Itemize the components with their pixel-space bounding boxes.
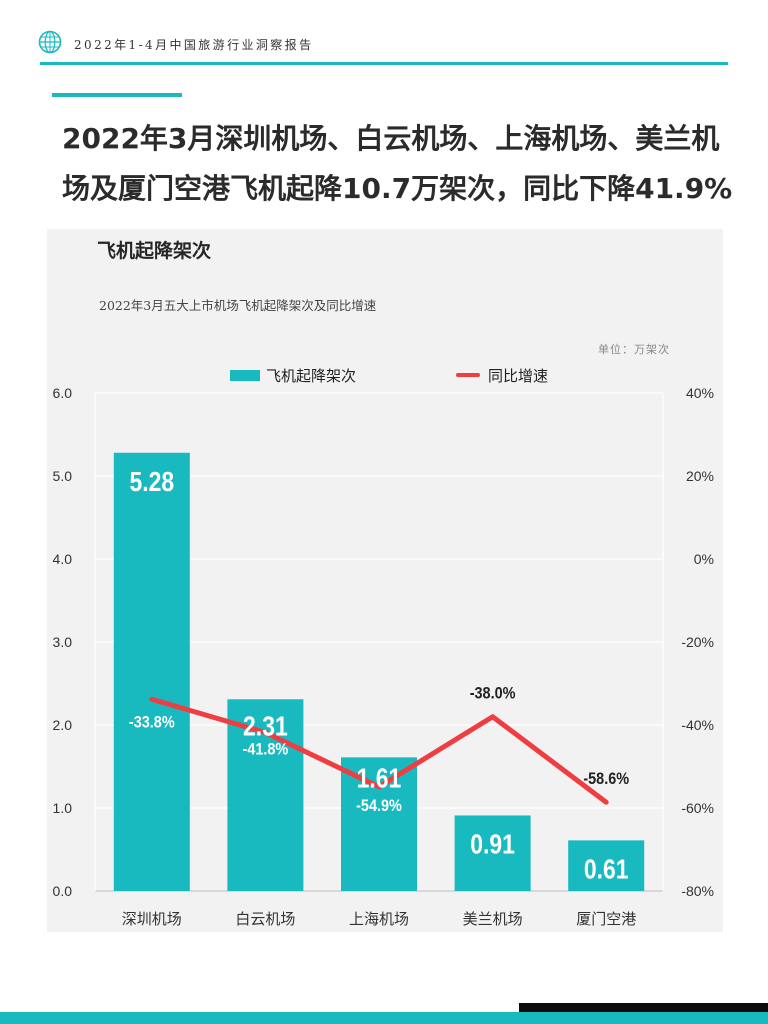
line-value-label: -41.8% [243,740,289,758]
headline-line-1: 2022年3月深圳机场、白云机场、上海机场、美兰机 [62,122,720,155]
y-left-tick-label: 2.0 [53,717,73,733]
headline-line-2: 场及厦门空港飞机起降10.7万架次，同比下降41.9% [62,172,733,205]
report-header: 2022年1-4月中国旅游行业洞察报告 [38,30,728,64]
bar-value-label: 1.61 [357,763,402,794]
footer-accent-black [519,1003,768,1012]
x-tick-label: 厦门空港 [576,910,636,928]
y-right-tick-label: 0% [694,551,714,567]
y-right-tick-label: 20% [686,468,714,484]
legend-item-bar: 飞机起降架次 [230,363,356,387]
bar-value-label: 5.28 [129,467,174,498]
line-value-label: -58.6% [583,770,629,788]
bar [568,840,645,891]
y-left-tick-label: 5.0 [53,468,73,484]
y-right-tick-label: -20% [681,634,714,650]
bar-value-label: 0.61 [584,854,629,885]
bar-value-label: 0.91 [470,829,515,860]
x-tick-label: 上海机场 [349,910,409,928]
y-left-tick-label: 1.0 [53,800,73,816]
x-tick-label: 美兰机场 [463,910,523,928]
y-right-tick-label: -80% [681,883,714,899]
growth-rate-line [149,696,609,805]
page-headline: 2022年3月深圳机场、白云机场、上海机场、美兰机 场及厦门空港飞机起降10.7… [62,114,742,214]
footer-accent-teal [0,1012,768,1024]
x-tick-label: 白云机场 [235,910,295,928]
line-value-label: -33.8% [129,713,175,731]
line-value-label: -38.0% [470,685,516,703]
y-left-tick-label: 4.0 [53,551,73,567]
y-left-tick-label: 3.0 [53,634,73,650]
bar [113,452,190,891]
bar [341,757,417,891]
chart-title: 飞机起降架次 [97,240,212,262]
legend-item-line: 同比增速 [456,363,548,387]
legend-line-label: 同比增速 [488,366,549,385]
legend-bar-label: 飞机起降架次 [266,366,357,385]
header-divider [40,62,728,65]
legend-line-swatch [456,373,480,377]
globe-logo-icon [38,30,62,54]
y-left-tick-label: 0.0 [53,883,73,899]
headline-accent-bar [52,93,182,97]
y-right-tick-label: 40% [686,385,714,401]
x-tick-label: 深圳机场 [122,910,182,928]
chart-unit-label: 单位：万架次 [598,343,670,356]
y-left-tick-label: 6.0 [53,385,73,401]
bar-value-label: 2.31 [243,711,288,742]
legend-bar-swatch [230,369,260,381]
line-value-label: -54.9% [356,797,402,815]
y-right-tick-label: -60% [681,800,714,816]
report-title: 2022年1-4月中国旅游行业洞察报告 [74,38,314,52]
chart-subtitle: 2022年3月五大上市机场飞机起降架次及同比增速 [99,298,377,313]
bar [454,815,531,891]
y-right-tick-label: -40% [681,717,714,733]
